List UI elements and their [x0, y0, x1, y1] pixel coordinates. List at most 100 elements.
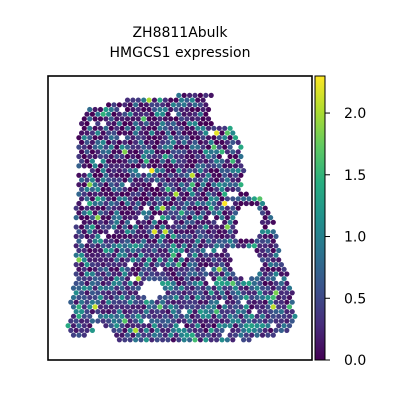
spot	[138, 271, 144, 277]
spot	[211, 153, 217, 160]
spot	[187, 299, 193, 305]
spot	[141, 144, 147, 150]
spot	[157, 219, 163, 225]
spot	[178, 125, 185, 131]
spot	[133, 111, 139, 117]
spot	[187, 337, 193, 343]
spot	[222, 172, 228, 178]
spot	[162, 125, 168, 131]
spot	[103, 106, 109, 113]
spot	[146, 97, 152, 103]
spot	[189, 294, 195, 301]
spot	[122, 252, 128, 258]
spot	[200, 200, 206, 207]
spot	[114, 276, 120, 282]
spot	[170, 309, 176, 315]
spot	[254, 200, 260, 207]
spot	[70, 304, 77, 310]
spot	[168, 238, 174, 244]
spot	[224, 158, 230, 164]
spot	[224, 233, 230, 239]
spot	[227, 210, 233, 216]
spot	[97, 182, 104, 188]
spot	[219, 233, 225, 239]
spot	[95, 299, 101, 305]
spot	[114, 323, 120, 329]
spot	[97, 247, 104, 254]
spot	[162, 332, 168, 338]
spot	[111, 280, 117, 286]
spot	[276, 266, 282, 272]
spot	[284, 290, 290, 296]
spot	[197, 139, 203, 145]
spot	[170, 149, 176, 155]
spot	[208, 290, 214, 296]
spot	[170, 158, 176, 164]
spot	[73, 252, 79, 258]
spot	[103, 257, 109, 263]
spot	[108, 257, 114, 263]
spot	[211, 172, 217, 178]
spot	[173, 238, 179, 244]
spot	[146, 116, 152, 122]
spot	[216, 313, 222, 319]
spot	[176, 92, 182, 98]
spot	[197, 158, 203, 164]
spot	[119, 219, 125, 225]
spot	[181, 215, 187, 221]
spot	[92, 125, 98, 131]
spot	[203, 337, 209, 343]
spot	[127, 215, 133, 221]
spot	[89, 149, 95, 155]
spot	[130, 313, 136, 319]
spot	[238, 238, 244, 244]
spot	[97, 144, 104, 150]
spot	[241, 309, 247, 315]
spot	[103, 210, 109, 216]
spot	[111, 215, 117, 221]
spot	[108, 116, 114, 122]
spot	[235, 168, 241, 174]
spot	[246, 318, 252, 324]
spot	[130, 266, 136, 272]
chart-title-line-2: HMGCS1 expression	[109, 45, 251, 61]
spot	[184, 97, 190, 103]
spot	[224, 130, 230, 136]
spot	[76, 172, 82, 178]
spot	[170, 337, 176, 343]
spot	[141, 116, 147, 122]
spot	[160, 139, 166, 145]
spot	[181, 271, 187, 277]
spot	[257, 252, 263, 258]
spot	[73, 299, 79, 305]
spot	[143, 130, 149, 136]
spot	[230, 158, 236, 164]
spot	[138, 205, 144, 211]
spot	[246, 196, 252, 202]
spot	[130, 323, 136, 329]
spot	[192, 168, 198, 174]
spot	[268, 262, 274, 268]
spot	[251, 299, 257, 305]
spot	[197, 102, 203, 108]
spot	[211, 163, 217, 169]
spot	[184, 116, 190, 122]
spot	[141, 276, 147, 282]
spot	[270, 332, 276, 338]
spot	[111, 327, 117, 333]
spot	[81, 135, 87, 141]
spot	[181, 121, 187, 127]
spot	[251, 318, 257, 324]
spot	[79, 299, 85, 305]
spot	[149, 102, 155, 108]
spot	[219, 309, 225, 315]
spot	[276, 304, 282, 310]
spot	[133, 149, 139, 155]
spot	[116, 309, 122, 315]
spot	[95, 224, 101, 230]
spot	[259, 332, 266, 338]
spot	[138, 262, 144, 268]
spot	[208, 139, 214, 145]
spot	[227, 125, 233, 131]
spot	[286, 294, 293, 301]
